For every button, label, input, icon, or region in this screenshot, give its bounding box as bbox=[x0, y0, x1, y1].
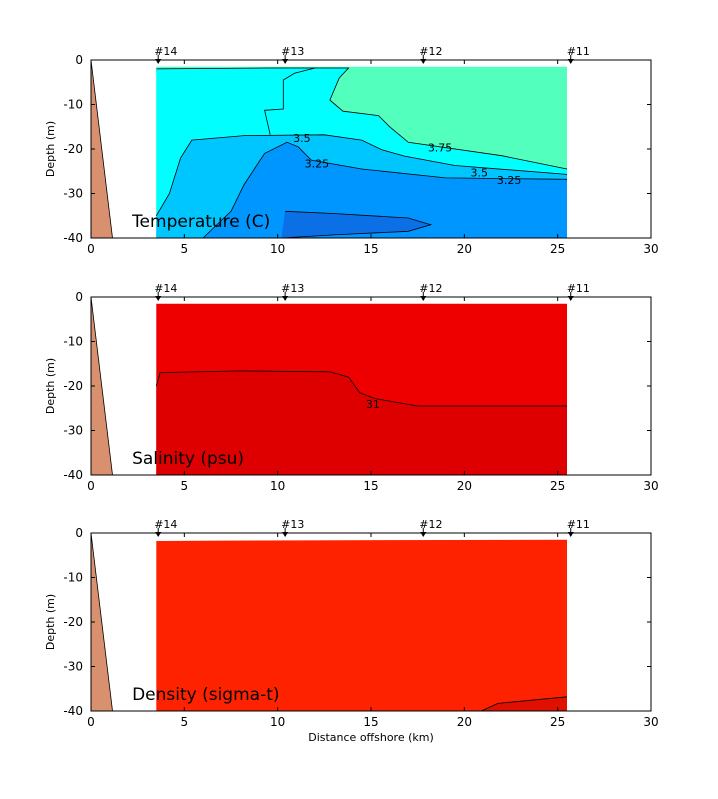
contour-label: 3.75 bbox=[428, 142, 453, 155]
panel-title: Temperature (C) bbox=[131, 212, 270, 232]
y-tick-label: -20 bbox=[63, 615, 83, 629]
station-label: #12 bbox=[419, 45, 442, 58]
station-label: #11 bbox=[567, 282, 590, 295]
x-tick-label: 25 bbox=[550, 479, 565, 493]
x-tick-label: 25 bbox=[550, 242, 565, 256]
station-marker bbox=[567, 59, 574, 64]
station-label: #14 bbox=[154, 282, 177, 295]
y-tick-label: 0 bbox=[75, 53, 83, 67]
contour-label: 3.25 bbox=[305, 158, 330, 171]
x-tick-label: 5 bbox=[181, 479, 189, 493]
panel-2: 0 5 10 15 20 25 30 0 -10 -20 -30 -40 #14 #13 #12 #11 31 S… bbox=[44, 282, 659, 493]
region-main-density bbox=[156, 539, 568, 711]
x-tick-label: 5 bbox=[181, 242, 189, 256]
contour-line bbox=[264, 67, 316, 135]
station-label: #11 bbox=[567, 518, 590, 531]
x-tick-label: 15 bbox=[363, 715, 378, 729]
station-marker bbox=[420, 532, 427, 537]
station-label: #12 bbox=[419, 518, 442, 531]
x-tick-label: 15 bbox=[363, 479, 378, 493]
panel-title: Salinity (psu) bbox=[132, 449, 244, 469]
contour-line bbox=[480, 696, 568, 712]
y-axis-title: Depth (m) bbox=[44, 358, 57, 414]
station-label: #14 bbox=[154, 518, 177, 531]
station-marker bbox=[567, 532, 574, 537]
station-marker bbox=[155, 296, 162, 301]
panel-3: 0 5 10 15 20 25 30 0 -10 -20 -30 -40 #14 #13 #12 #11 Den… bbox=[44, 518, 659, 744]
station-label: #12 bbox=[419, 282, 442, 295]
station-label: #13 bbox=[281, 518, 304, 531]
x-axis-title: Distance offshore (km) bbox=[308, 731, 434, 744]
station-marker bbox=[420, 296, 427, 301]
station-label: #13 bbox=[281, 45, 304, 58]
contour-label: 3.25 bbox=[497, 174, 522, 187]
x-tick-label: 20 bbox=[457, 715, 472, 729]
station-marker bbox=[420, 59, 427, 64]
y-tick-label: -20 bbox=[63, 142, 83, 156]
contour-label: 3.5 bbox=[471, 167, 489, 180]
station-marker bbox=[282, 532, 289, 537]
station-marker bbox=[282, 59, 289, 64]
station-marker bbox=[155, 532, 162, 537]
station-marker bbox=[155, 59, 162, 64]
contour-line bbox=[202, 141, 568, 239]
x-tick-label: 10 bbox=[270, 242, 285, 256]
x-tick-label: 0 bbox=[87, 242, 95, 256]
y-tick-label: -30 bbox=[63, 660, 83, 674]
station-marker bbox=[567, 296, 574, 301]
x-tick-label: 25 bbox=[550, 715, 565, 729]
contour-line bbox=[281, 210, 433, 239]
region-below-3 bbox=[281, 211, 431, 238]
contour-line bbox=[155, 370, 567, 407]
y-tick-label: -10 bbox=[63, 98, 83, 112]
y-tick-label: -40 bbox=[63, 231, 83, 245]
y-tick-label: -20 bbox=[63, 379, 83, 393]
x-tick-label: 0 bbox=[87, 479, 95, 493]
x-tick-label: 30 bbox=[643, 242, 658, 256]
station-marker bbox=[282, 296, 289, 301]
station-label: #14 bbox=[154, 45, 177, 58]
x-tick-label: 20 bbox=[457, 479, 472, 493]
contour-label: 3.5 bbox=[293, 132, 311, 145]
y-tick-label: -40 bbox=[63, 704, 83, 718]
y-tick-label: -40 bbox=[63, 468, 83, 482]
x-tick-label: 5 bbox=[181, 715, 189, 729]
station-label: #13 bbox=[281, 282, 304, 295]
y-axis-title: Depth (m) bbox=[44, 594, 57, 650]
x-tick-label: 0 bbox=[87, 715, 95, 729]
x-tick-label: 15 bbox=[363, 242, 378, 256]
station-label: #11 bbox=[567, 45, 590, 58]
y-tick-label: -10 bbox=[63, 571, 83, 585]
y-tick-label: 0 bbox=[75, 290, 83, 304]
contour-label: 31 bbox=[366, 398, 380, 411]
contour-line bbox=[156, 67, 568, 170]
region-above-31 bbox=[156, 370, 568, 475]
panel-title: Density (sigma-t) bbox=[132, 685, 279, 705]
x-tick-label: 10 bbox=[270, 715, 285, 729]
y-tick-label: -30 bbox=[63, 424, 83, 438]
y-tick-label: -10 bbox=[63, 335, 83, 349]
contour-line bbox=[155, 134, 568, 217]
region-deep-density bbox=[481, 696, 567, 711]
x-tick-label: 30 bbox=[643, 479, 658, 493]
y-tick-label: 0 bbox=[75, 526, 83, 540]
x-tick-label: 10 bbox=[270, 479, 285, 493]
x-tick-label: 30 bbox=[643, 715, 658, 729]
panel-1: 0 5 10 15 20 25 30 0 -10 -20 -30 -40 #14 #13 #12 #11 3.7… bbox=[44, 45, 659, 256]
x-tick-label: 20 bbox=[457, 242, 472, 256]
y-axis-title: Depth (m) bbox=[44, 121, 57, 177]
y-tick-label: -30 bbox=[63, 187, 83, 201]
